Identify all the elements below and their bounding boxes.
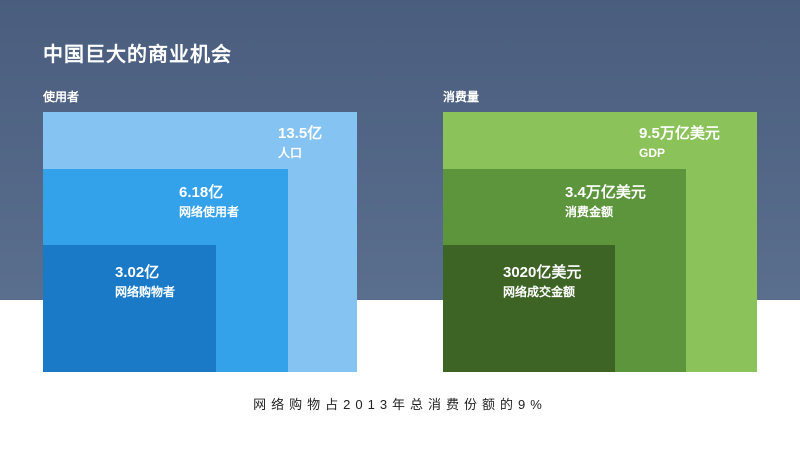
users-panel-label: 使用者 — [43, 90, 80, 104]
population-text: 13.5亿 人口 — [278, 126, 322, 159]
consumption-panel-label: 消费量 — [443, 90, 480, 104]
footer-note: 网络购物占2013年总消费份额的9% — [253, 397, 547, 412]
online-sales-box: 3020亿美元 网络成交金额 — [443, 245, 615, 372]
online-sales-value: 3020亿美元 — [503, 264, 582, 281]
population-value: 13.5亿 — [278, 125, 323, 142]
online-sales-text: 3020亿美元 网络成交金额 — [503, 265, 581, 298]
internet-users-label: 网络使用者 — [179, 205, 240, 219]
consumption-amount-value: 3.4万亿美元 — [565, 184, 646, 201]
gdp-value: 9.5万亿美元 — [639, 125, 720, 142]
users-panel: 13.5亿 人口 6.18亿 网络使用者 3.02亿 网络购物者 — [43, 112, 357, 372]
consumption-amount-text: 3.4万亿美元 消费金额 — [565, 185, 646, 218]
online-shoppers-box: 3.02亿 网络购物者 — [43, 245, 216, 372]
internet-users-value: 6.18亿 — [179, 184, 224, 201]
internet-users-text: 6.18亿 网络使用者 — [179, 185, 239, 218]
consumption-amount-label: 消费金额 — [565, 205, 614, 219]
online-sales-label: 网络成交金额 — [503, 285, 576, 299]
online-shoppers-text: 3.02亿 网络购物者 — [115, 265, 175, 298]
online-shoppers-value: 3.02亿 — [115, 264, 160, 281]
gdp-text: 9.5万亿美元 GDP — [639, 126, 720, 159]
slide-title: 中国巨大的商业机会 — [43, 44, 232, 66]
consumption-panel: 9.5万亿美元 GDP 3.4万亿美元 消费金额 3020亿美元 网络成交金额 — [443, 112, 757, 372]
population-label: 人口 — [278, 146, 303, 160]
gdp-label: GDP — [639, 146, 666, 160]
online-shoppers-label: 网络购物者 — [115, 285, 176, 299]
